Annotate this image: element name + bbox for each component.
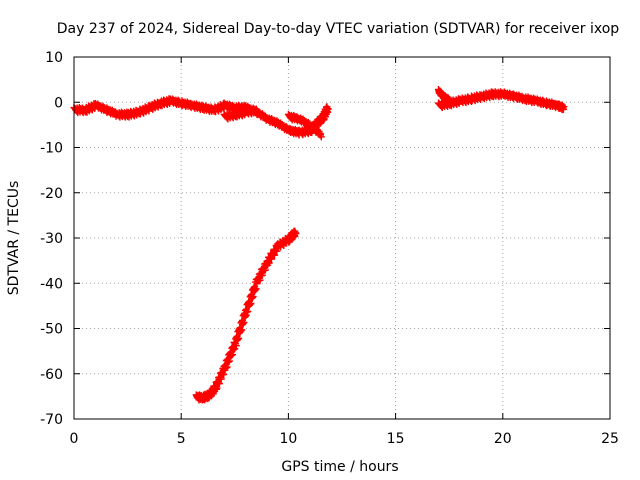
y-tick-label: -10 bbox=[40, 141, 63, 157]
data-point bbox=[244, 307, 252, 315]
data-point bbox=[323, 103, 331, 111]
x-tick-label: 10 bbox=[279, 431, 297, 447]
data-point bbox=[238, 326, 246, 334]
data-point bbox=[559, 103, 567, 111]
data-point bbox=[258, 271, 266, 279]
data-point bbox=[446, 97, 454, 105]
data-point bbox=[256, 276, 264, 284]
x-tick-label: 15 bbox=[387, 431, 405, 447]
axis-ticks: 0 5 10 15 20 25 10 0 -10 -20 -30 -40 -50 -60 -70 bbox=[40, 50, 619, 447]
y-tick-label: 10 bbox=[45, 50, 63, 66]
data-point bbox=[228, 351, 236, 359]
data-point bbox=[223, 363, 231, 371]
x-tick-label: 20 bbox=[494, 431, 512, 447]
data-point bbox=[239, 320, 247, 328]
data-point bbox=[234, 335, 242, 343]
y-tick-label: -50 bbox=[40, 322, 63, 338]
data-point bbox=[247, 299, 255, 307]
x-axis-label: GPS time / hours bbox=[281, 459, 398, 475]
data-point bbox=[235, 334, 243, 342]
chart-title: Day 237 of 2024, Sidereal Day-to-day VTE… bbox=[57, 21, 620, 37]
data-point bbox=[261, 266, 269, 274]
y-tick-label: -70 bbox=[40, 412, 63, 428]
data-point bbox=[271, 251, 279, 259]
data-points bbox=[70, 85, 568, 404]
x-tick-label: 5 bbox=[177, 431, 186, 447]
x-tick-label: 0 bbox=[70, 431, 79, 447]
grid-lines bbox=[74, 57, 610, 419]
y-tick-label: -20 bbox=[40, 186, 63, 202]
data-point bbox=[232, 342, 240, 350]
data-point bbox=[249, 293, 257, 301]
data-point bbox=[445, 96, 453, 104]
data-point bbox=[225, 357, 233, 365]
data-point bbox=[252, 285, 260, 293]
data-point bbox=[291, 227, 299, 235]
data-point bbox=[317, 130, 325, 138]
data-point bbox=[252, 105, 260, 113]
y-tick-label: -30 bbox=[40, 231, 63, 247]
data-point bbox=[253, 109, 261, 117]
data-point bbox=[240, 318, 248, 326]
data-point bbox=[237, 327, 245, 335]
x-tick-label: 25 bbox=[601, 431, 619, 447]
y-tick-label: 0 bbox=[54, 95, 63, 111]
y-tick-label: -40 bbox=[40, 276, 63, 292]
data-point bbox=[265, 259, 273, 267]
y-axis-label: SDTVAR / TECUs bbox=[6, 181, 22, 296]
y-tick-label: -60 bbox=[40, 367, 63, 383]
